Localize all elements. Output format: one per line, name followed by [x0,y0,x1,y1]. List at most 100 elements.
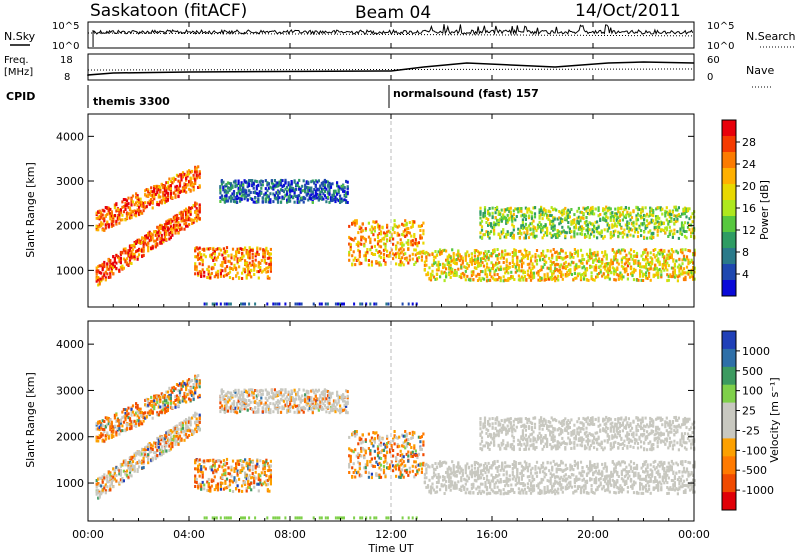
power-cell [269,247,272,251]
velocity-cell [133,413,136,417]
power-cell [328,186,331,190]
power-cell [485,265,489,269]
power-cell [596,220,599,224]
velocity-cell [174,387,177,391]
power-cell [382,242,386,246]
power-cell [567,225,570,229]
power-cell [526,262,529,266]
power-cell [248,253,251,257]
power-cell [180,217,183,221]
power-cell [243,191,246,195]
power-cell [235,266,238,270]
power-cell [382,256,386,260]
power-cell [650,218,653,222]
power-cell [485,279,489,283]
power-cell [183,172,186,176]
power-cell [596,250,599,254]
power-cell [307,186,310,190]
power-cell [352,258,355,262]
power-cell [618,219,621,223]
velocity-cell [157,394,160,398]
power-cell [242,188,245,192]
power-cell [124,251,127,255]
velocity-cell [177,432,180,435]
power-cell [346,201,349,204]
power-cell [261,180,264,184]
power-cell [656,233,659,237]
power-cell [538,211,541,214]
power-cell [552,271,555,275]
power-cell [609,236,612,240]
power-cell [635,218,638,222]
power-cell [596,253,599,257]
power-cell [378,254,381,258]
power-cell [426,271,430,275]
power-cell [461,256,464,260]
velocity-cell [122,479,125,483]
power-cell [201,268,204,272]
velocity-cell [133,464,136,468]
power-cell [150,232,153,236]
velocity-cell [131,467,135,471]
power-cell [666,253,669,257]
power-cell [426,252,430,256]
power-cell [554,251,557,255]
power-cell [420,250,423,254]
power-cell [104,270,107,274]
power-cell [408,221,411,224]
velocity-cell [130,407,133,411]
power-cell [273,179,276,182]
power-cell [644,214,647,218]
power-cell [605,253,608,257]
velocity-cell [136,468,139,472]
power-cell [194,267,197,271]
power-cell [514,207,517,211]
power-cell [399,251,402,255]
power-cell [363,254,366,258]
power-cell [561,219,564,223]
power-cell [690,258,693,262]
power-cell [145,243,148,247]
power-cell [154,184,157,188]
freq-tick-bottom: 8 [64,72,70,83]
velocity-cell [162,451,165,455]
power-cell [445,272,448,276]
power-cell [483,233,487,237]
velocity-cell [160,450,163,454]
power-cell [376,242,380,246]
power-cell [376,261,380,265]
power-cell [130,203,133,207]
power-cell [632,221,635,225]
power-cell [358,252,361,256]
velocity-cell [185,435,188,439]
power-cell [531,262,534,266]
power-cell [361,302,364,306]
power-cell [643,272,646,276]
power-cell [629,211,632,215]
power-cell [505,208,508,212]
power-cell [604,265,607,269]
velocity-cell [125,422,129,426]
power-cell [320,197,323,201]
power-cell [364,253,367,257]
power-cell [168,218,171,222]
power-cell [172,176,175,180]
power-cell [395,224,398,228]
velocity-cell [153,400,156,404]
power-cell [562,209,565,213]
power-cell [228,196,231,200]
power-cell [655,221,658,225]
power-cell [162,185,165,189]
power-cell [340,187,343,191]
power-cell [599,217,602,221]
power-cell [656,225,659,229]
power-cell [141,236,144,240]
power-cell [664,231,667,235]
velocity-cell [183,391,186,395]
power-cell [649,221,652,225]
power-cell [524,227,527,231]
velocity-cell [122,408,125,411]
power-cell [531,273,534,277]
power-cell [679,272,683,276]
power-cell [419,250,422,254]
